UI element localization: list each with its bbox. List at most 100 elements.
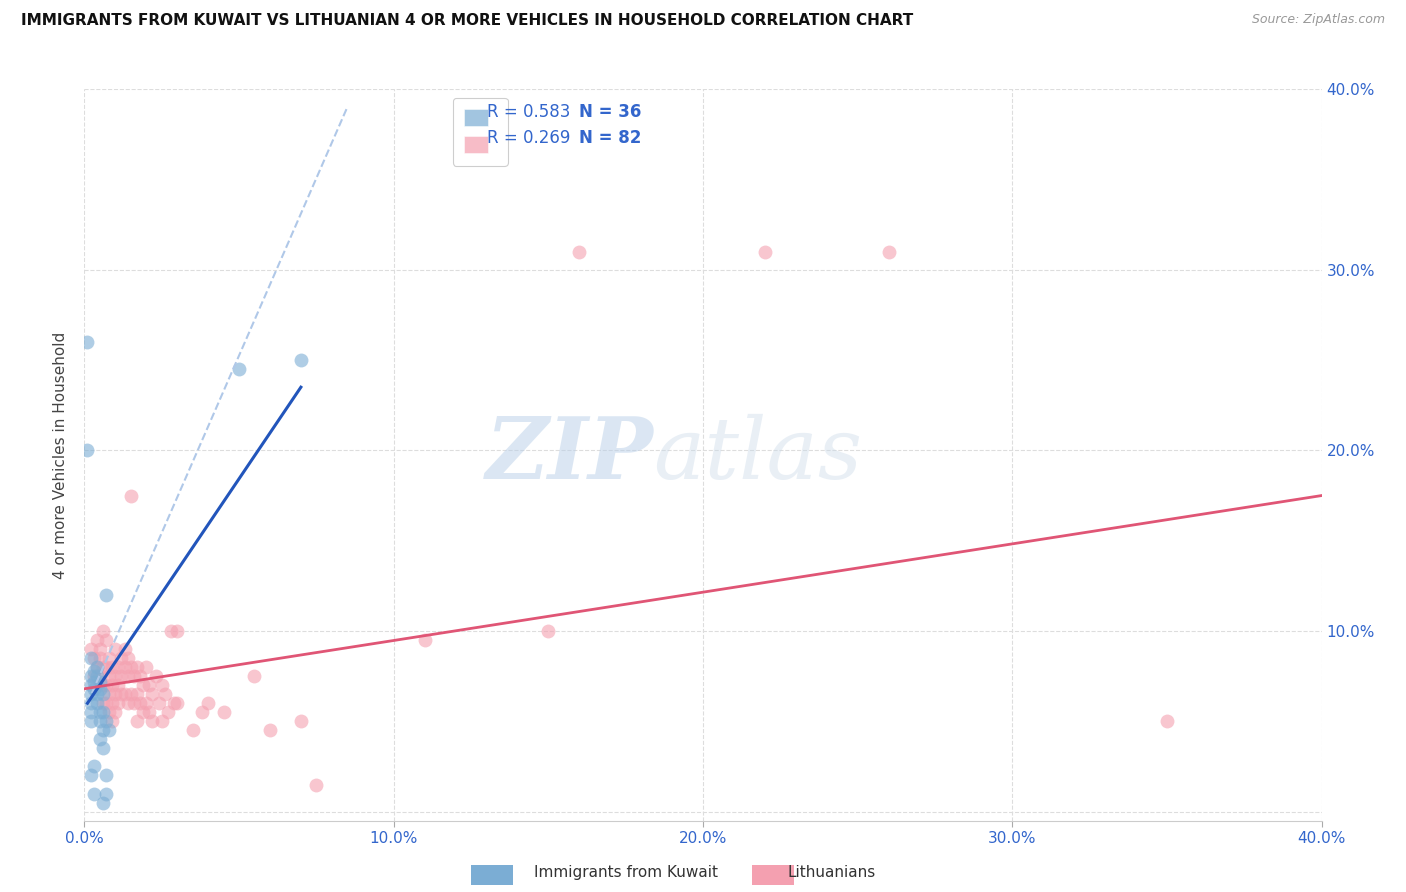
Point (120, 660, 142, 674)
Point (110, 651, 132, 665)
Point (98, 723, 121, 738)
Point (86, 660, 108, 674)
Point (101, 696, 124, 710)
Point (141, 687, 163, 701)
Point (138, 678, 160, 692)
Point (117, 696, 139, 710)
Point (101, 678, 124, 692)
Point (114, 687, 136, 701)
Point (91, 678, 114, 692)
Point (135, 696, 157, 710)
Point (125, 714, 148, 729)
Point (86, 687, 108, 701)
Point (132, 706, 155, 720)
Point (305, 778, 328, 792)
Point (413, 633, 436, 648)
Point (89, 714, 111, 729)
Point (89, 669, 111, 683)
Text: R = 0.583: R = 0.583 (488, 103, 571, 120)
Point (138, 706, 160, 720)
Point (94, 588, 117, 602)
Point (76, 334, 98, 349)
Point (89, 674, 111, 689)
Point (117, 669, 139, 683)
Point (537, 624, 560, 638)
Point (83, 759, 105, 773)
Point (83, 669, 105, 683)
Point (83, 787, 105, 801)
Point (94, 787, 117, 801)
Point (91, 741, 114, 756)
Point (129, 696, 152, 710)
Text: N = 36: N = 36 (579, 103, 641, 120)
Point (79, 714, 101, 729)
Point (94, 714, 117, 729)
Text: N = 82: N = 82 (579, 129, 641, 147)
Point (110, 687, 132, 701)
Point (114, 660, 136, 674)
Point (243, 669, 266, 683)
Point (141, 714, 163, 729)
Point (91, 660, 114, 674)
Point (83, 651, 105, 665)
Point (98, 669, 121, 683)
Point (79, 678, 101, 692)
Point (104, 706, 127, 720)
Text: IMMIGRANTS FROM KUWAIT VS LITHUANIAN 4 OR MORE VEHICLES IN HOUSEHOLD CORRELATION: IMMIGRANTS FROM KUWAIT VS LITHUANIAN 4 O… (21, 13, 914, 29)
Point (91, 723, 114, 738)
Text: Source: ZipAtlas.com: Source: ZipAtlas.com (1251, 13, 1385, 27)
Point (91, 687, 114, 701)
Point (86, 669, 108, 683)
Point (135, 660, 157, 674)
Text: R = 0.269: R = 0.269 (488, 129, 571, 147)
Point (125, 687, 148, 701)
Point (129, 669, 152, 683)
Point (86, 696, 108, 710)
Point (259, 723, 281, 738)
Point (79, 706, 101, 720)
Point (120, 489, 142, 503)
Point (91, 706, 114, 720)
Point (79, 768, 101, 782)
Point (877, 244, 900, 259)
Point (91, 624, 114, 638)
Legend: , : , (453, 97, 508, 166)
Text: Immigrants from Kuwait: Immigrants from Kuwait (534, 865, 718, 880)
Point (107, 660, 129, 674)
Point (83, 681, 105, 696)
Point (91, 796, 114, 810)
Point (104, 642, 127, 657)
Point (76, 443, 98, 458)
Point (153, 687, 176, 701)
Point (94, 678, 117, 692)
Point (94, 660, 117, 674)
Text: atlas: atlas (654, 414, 863, 496)
Point (145, 669, 167, 683)
Point (1156, 714, 1178, 729)
Point (104, 669, 127, 683)
Text: Lithuanians: Lithuanians (787, 865, 876, 880)
Point (156, 706, 179, 720)
Point (98, 687, 121, 701)
Point (754, 244, 776, 259)
Point (91, 696, 114, 710)
Point (166, 696, 188, 710)
Point (83, 674, 105, 689)
Y-axis label: 4 or more Vehicles in Household: 4 or more Vehicles in Household (53, 331, 69, 579)
Point (120, 687, 142, 701)
Text: ZIP: ZIP (485, 413, 654, 497)
Point (166, 624, 188, 638)
Point (89, 732, 111, 747)
Point (89, 681, 111, 696)
Point (148, 696, 170, 710)
Point (94, 633, 117, 648)
Point (101, 660, 124, 674)
Point (110, 669, 132, 683)
Point (86, 633, 108, 648)
Point (132, 678, 155, 692)
Point (150, 678, 173, 692)
Point (89, 642, 111, 657)
Point (568, 244, 591, 259)
Point (107, 696, 129, 710)
Point (181, 723, 204, 738)
